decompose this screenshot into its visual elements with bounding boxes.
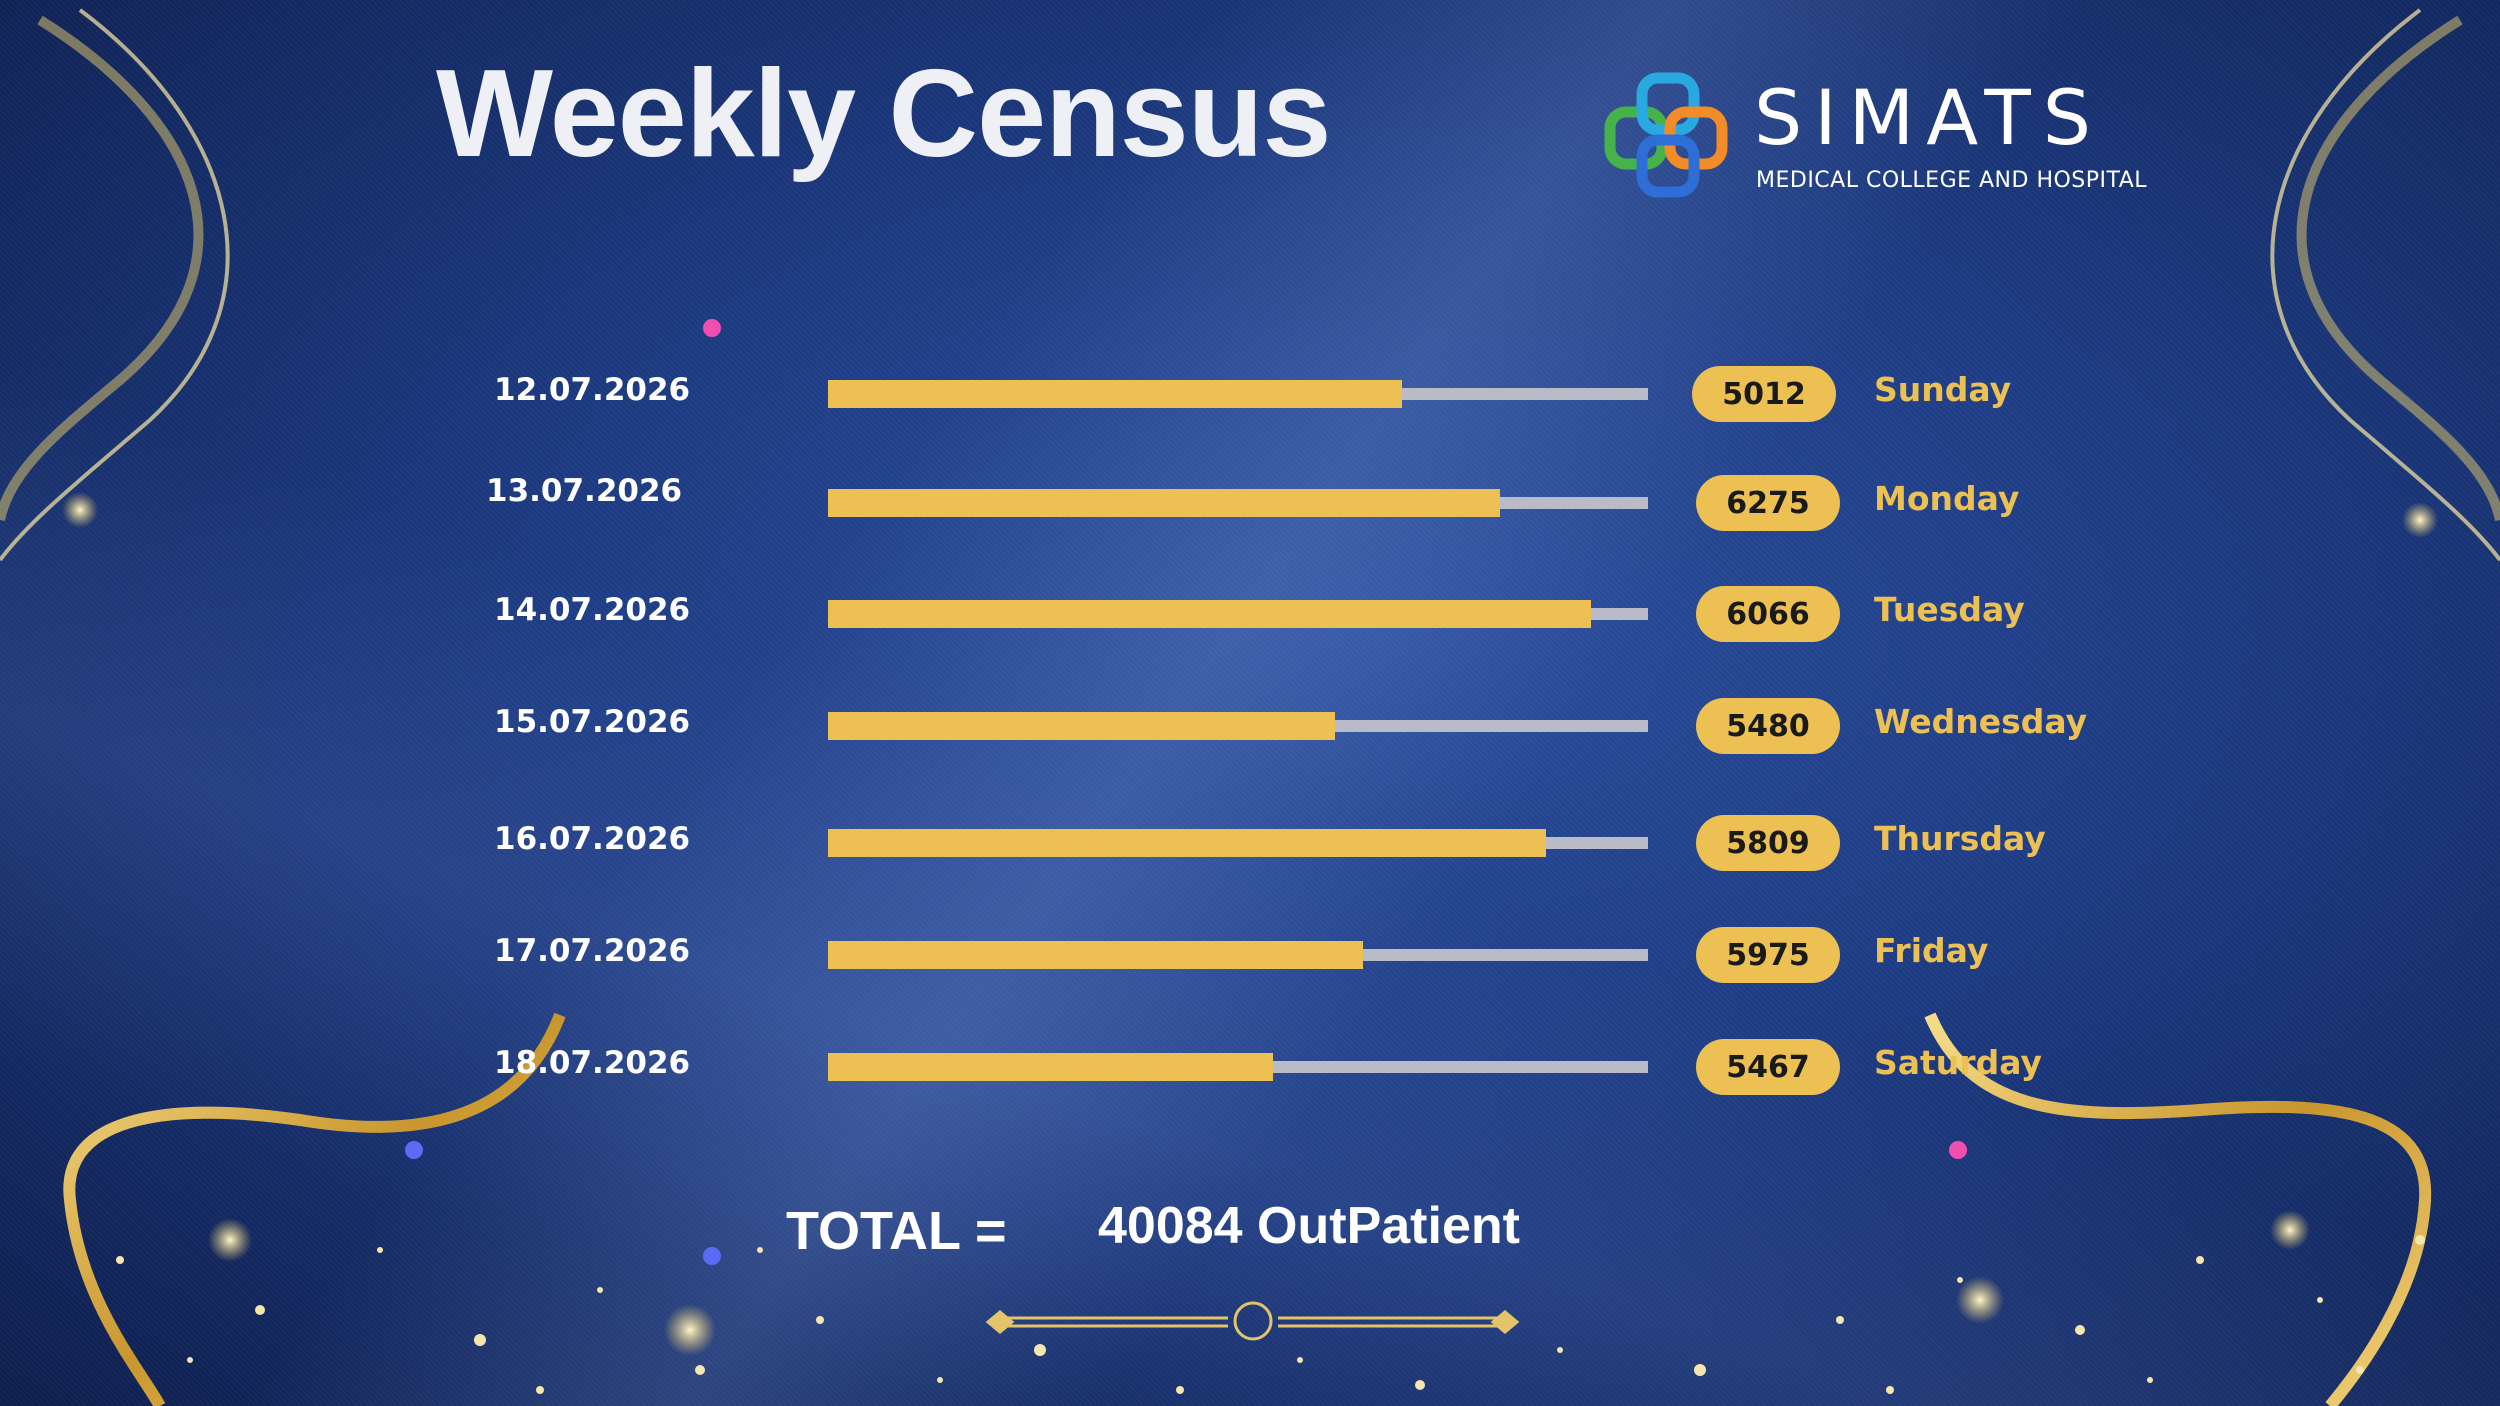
- date-label: 15.07.2026: [494, 704, 691, 740]
- page-title: Weekly Census: [436, 45, 1331, 183]
- sparkle-swirl-right: [2270, 8, 2500, 562]
- y-axis-bottom-dot: [703, 1247, 721, 1265]
- date-label: 18.07.2026: [494, 1045, 691, 1081]
- day-label: Friday: [1874, 931, 1989, 970]
- date-label: 12.07.2026: [494, 372, 691, 408]
- bar-tuesday: [828, 600, 1591, 628]
- value-label: 6066: [1696, 586, 1840, 642]
- sparkle-swirl-left: [0, 8, 230, 562]
- ornament-divider: [985, 1301, 1520, 1341]
- logo-subtitle: MEDICAL COLLEGE AND HOSPITAL: [1756, 168, 2148, 193]
- date-label: 13.07.2026: [486, 473, 683, 509]
- logo-name: SIMATS: [1754, 73, 2103, 162]
- glitter-bottom: [116, 1235, 2425, 1394]
- y-axis-top-dot: [703, 319, 721, 337]
- bar-friday: [828, 941, 1363, 969]
- x-axis-left-dot: [405, 1141, 423, 1159]
- total-value: 40084 OutPatient: [1098, 1197, 1520, 1255]
- date-label: 17.07.2026: [494, 933, 691, 969]
- date-label: 14.07.2026: [494, 592, 691, 628]
- simats-logo: SIMATS MEDICAL COLLEGE AND HOSPITAL: [1600, 72, 2147, 212]
- total-label: TOTAL =: [786, 1201, 1007, 1261]
- day-label: Tuesday: [1874, 590, 2025, 629]
- ribbon-right: [1924, 1012, 2432, 1406]
- x-axis-right-dot: [1949, 1141, 1967, 1159]
- value-label: 6275: [1696, 475, 1840, 531]
- value-label: 5975: [1696, 927, 1840, 983]
- bar-sunday: [828, 380, 1402, 408]
- bar-saturday: [828, 1053, 1273, 1081]
- value-label: 5467: [1696, 1039, 1840, 1095]
- day-label: Sunday: [1874, 370, 2012, 409]
- bar-wednesday: [828, 712, 1335, 740]
- day-label: Thursday: [1874, 819, 2046, 858]
- day-label: Saturday: [1874, 1043, 2042, 1082]
- date-label: 16.07.2026: [494, 821, 691, 857]
- simats-logo-icon: [1604, 72, 1728, 198]
- ribbon-left: [63, 1012, 566, 1406]
- bar-monday: [828, 489, 1500, 517]
- value-label: 5809: [1696, 815, 1840, 871]
- value-label: 5012: [1692, 366, 1836, 422]
- day-label: Monday: [1874, 479, 2020, 518]
- day-label: Wednesday: [1874, 702, 2088, 741]
- value-label: 5480: [1696, 698, 1840, 754]
- bars-layer: [828, 380, 1648, 1081]
- bar-thursday: [828, 829, 1546, 857]
